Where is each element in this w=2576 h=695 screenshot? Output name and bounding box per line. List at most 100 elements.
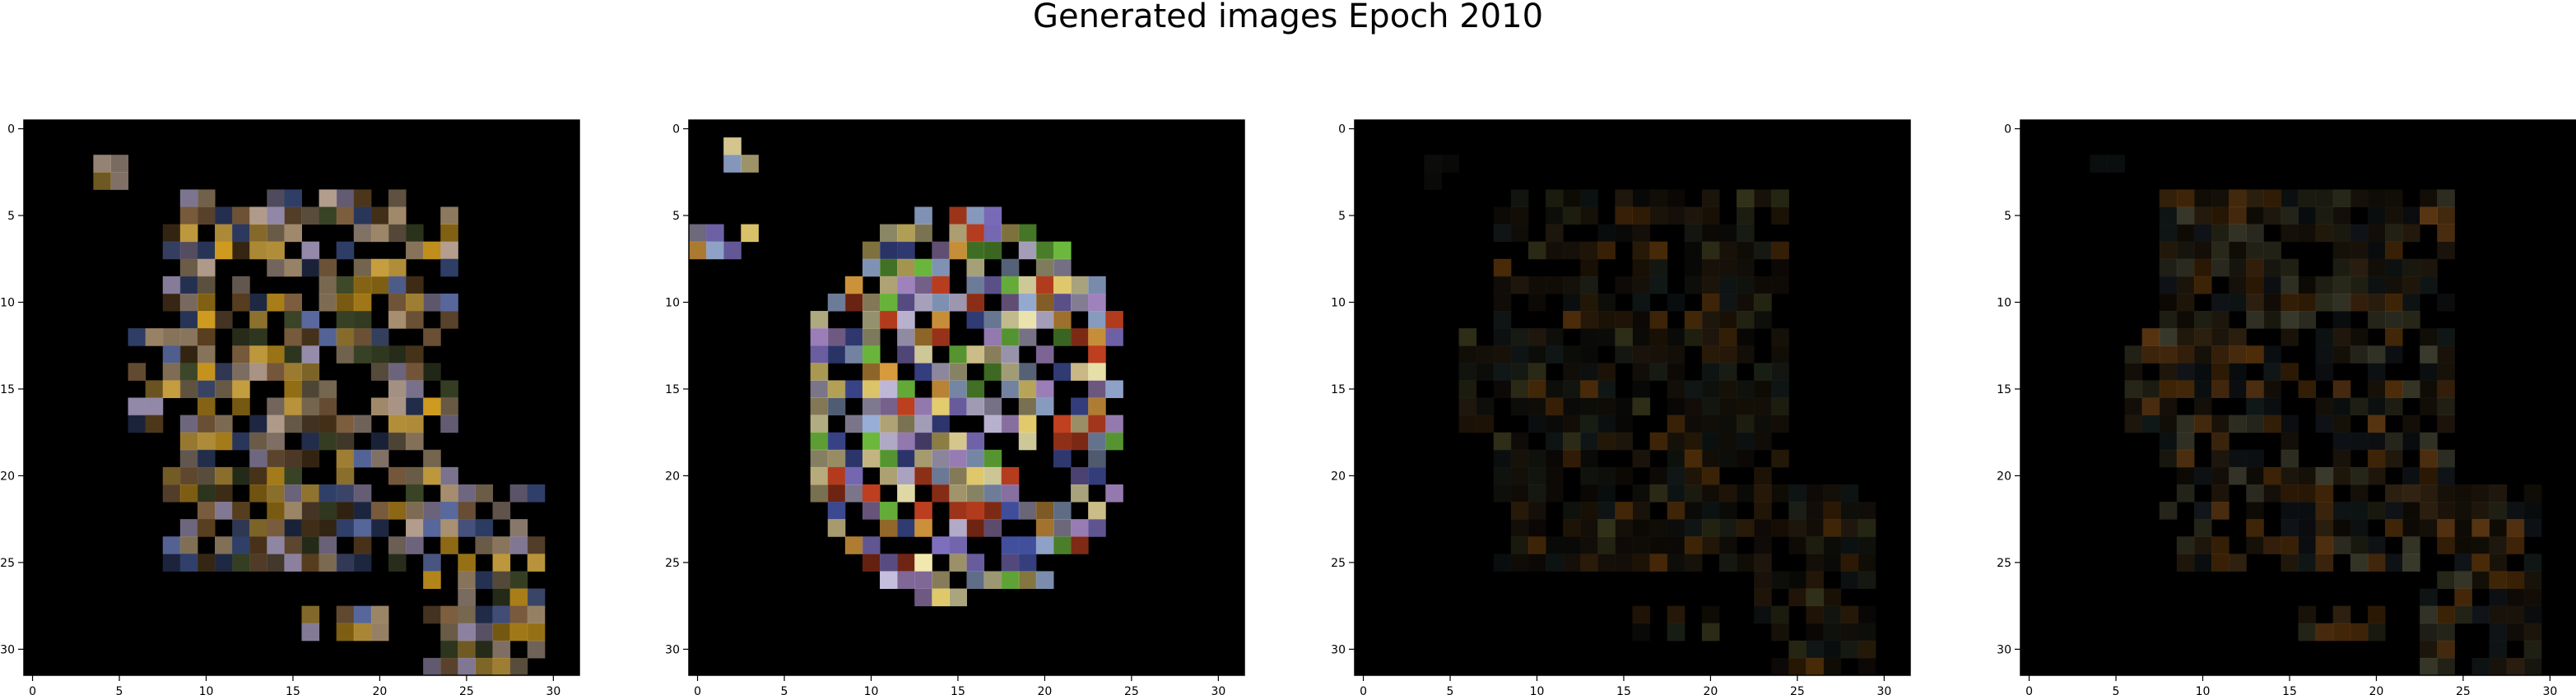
image-pixel <box>862 502 881 520</box>
image-pixel <box>897 397 915 416</box>
image-pixel <box>179 276 198 294</box>
image-pixel <box>388 397 407 416</box>
image-pixel <box>2246 224 2264 243</box>
image-pixel <box>336 241 355 260</box>
image-pixel <box>2211 484 2230 503</box>
image-pixel <box>370 519 389 537</box>
image-pixel <box>1771 623 1789 642</box>
image-pixel <box>406 484 424 503</box>
image-pixel <box>1546 345 1564 364</box>
image-pixel <box>2298 293 2317 312</box>
image-pixel <box>1563 415 1581 433</box>
image-pixel <box>1580 415 1598 433</box>
image-pixel <box>215 380 233 398</box>
image-pixel <box>1632 484 1651 503</box>
image-pixel <box>2523 623 2542 642</box>
image-pixel <box>1788 502 1806 520</box>
image-pixel <box>1088 415 1106 433</box>
image-pixel <box>2298 502 2317 520</box>
image-pixel <box>388 466 407 485</box>
image-pixel <box>2332 206 2351 225</box>
image-pixel <box>1615 536 1633 554</box>
image-pixel <box>914 466 932 485</box>
image-pixel <box>2402 466 2420 485</box>
image-pixel <box>423 397 441 416</box>
image-pixel <box>1597 293 1616 312</box>
image-pixel <box>232 466 250 485</box>
image-pixel <box>1718 484 1737 503</box>
image-pixel <box>1527 380 1546 398</box>
image-pixel <box>1667 380 1686 398</box>
image-pixel <box>1649 241 1668 260</box>
image-pixel <box>2263 380 2281 398</box>
image-pixel <box>1527 415 1546 433</box>
image-pixel <box>827 293 846 312</box>
image-pixel <box>1771 276 1789 294</box>
image-pixel <box>1806 484 1825 503</box>
image-pixel <box>1823 536 1842 554</box>
image-pixel <box>509 484 528 503</box>
image-pixel <box>897 554 915 572</box>
image-pixel <box>284 484 302 503</box>
image-pixel <box>1667 432 1686 451</box>
image-pixel <box>2159 363 2178 381</box>
image-pixel <box>2229 241 2247 260</box>
image-pixel <box>1823 484 1842 503</box>
image-pixel <box>284 311 302 329</box>
image-pixel <box>249 536 267 554</box>
image-pixel <box>1597 415 1616 433</box>
image-pixel <box>2246 258 2264 277</box>
image-pixel <box>966 502 985 520</box>
image-pixel <box>1615 432 1633 451</box>
image-pixel <box>267 449 285 468</box>
image-pixel <box>527 554 546 572</box>
image-pixel <box>932 363 950 381</box>
image-pixel <box>301 311 320 329</box>
image-pixel <box>1718 502 1737 520</box>
image-pixel <box>232 502 250 520</box>
image-pixel <box>2332 415 2351 433</box>
image-pixel <box>2437 189 2455 207</box>
image-pixel <box>862 397 881 416</box>
image-pixel <box>1563 189 1581 207</box>
image-pixel <box>2315 415 2334 433</box>
image-pixel <box>1001 293 1020 312</box>
image-pixel <box>128 363 146 381</box>
image-pixel <box>2471 605 2490 624</box>
image-pixel <box>897 293 915 312</box>
image-pixel <box>353 502 372 520</box>
image-pixel <box>914 502 932 520</box>
image-pixel <box>2159 432 2178 451</box>
image-pixel <box>932 536 950 554</box>
image-pixel <box>1649 189 1668 207</box>
image-pixel <box>2523 571 2542 590</box>
image-pixel <box>1527 328 1546 346</box>
image-pixel <box>1493 554 1512 572</box>
image-pixel <box>458 484 476 503</box>
image-pixel <box>284 363 302 381</box>
image-pixel <box>897 484 915 503</box>
image-pixel <box>2384 311 2403 329</box>
image-pixel <box>215 363 233 381</box>
image-pixel <box>2246 415 2264 433</box>
image-pixel <box>2506 588 2525 607</box>
image-pixel <box>301 345 320 364</box>
image-pixel <box>179 311 198 329</box>
image-pixel <box>1018 276 1037 294</box>
image-pixel <box>1858 623 1876 642</box>
image-pixel <box>2367 397 2386 416</box>
image-pixel <box>1563 345 1581 364</box>
image-pixel <box>284 206 302 225</box>
image-pixel <box>1018 554 1037 572</box>
image-pixel <box>1580 328 1598 346</box>
image-pixel <box>810 311 829 329</box>
image-pixel <box>1684 449 1703 468</box>
image-pixel <box>1035 571 1054 590</box>
image-pixel <box>458 640 476 659</box>
image-pixel <box>2332 241 2351 260</box>
image-pixel <box>1684 466 1703 485</box>
image-pixel <box>1701 536 1720 554</box>
image-pixel <box>492 623 511 642</box>
image-pixel <box>966 432 985 451</box>
generated-image-2: 0 5 10 15 20 25 30 0 5 10 15 20 25 30 <box>665 119 1245 695</box>
